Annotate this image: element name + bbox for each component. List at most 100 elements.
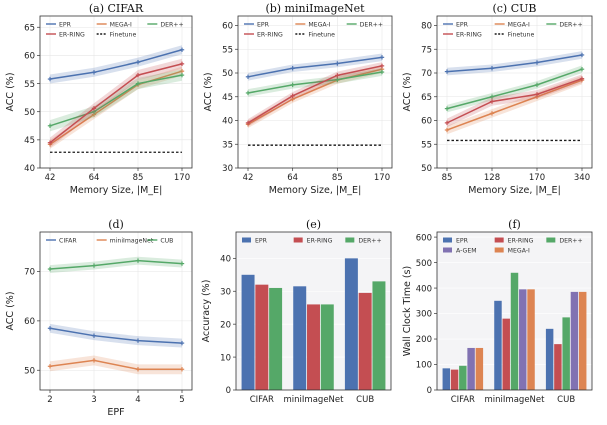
legend-label: miniImageNet [110,238,154,245]
series-cub [47,256,185,273]
legend-swatch [494,237,504,243]
y-axis-label: ACC (%) [203,72,214,111]
series-mega-i [47,66,185,149]
legend-label: DER++ [360,22,383,29]
legend-item: DER++ [546,237,583,245]
x-tick-label: 128 [484,173,500,183]
bar-epr [241,274,255,390]
legend-label: EPR [456,22,469,29]
series-er-ring [245,62,385,127]
y-tick-label: 50 [421,164,432,174]
y-tick-label: 55 [24,80,35,90]
series-line [49,74,183,127]
x-tick-label: 170 [374,173,390,183]
bar-der- [372,281,386,390]
plot-frame [436,231,593,391]
y-tick-label: 30 [222,164,233,174]
y-tick-label: 55 [222,45,233,55]
confidence-band [50,256,182,273]
x-tick-label: 42 [45,173,56,183]
y-tick-label: 10 [220,353,231,363]
x-tick-label: 64 [287,173,298,183]
bar-er-ring [502,318,510,390]
legend-swatch [546,237,556,243]
legend-swatch [242,237,251,243]
series-line [446,79,583,131]
bar-er-ring [554,344,562,390]
bar-epr [494,300,502,390]
bar-mega-i [578,291,587,390]
y-tick-label: 300 [416,310,432,320]
legend-swatch [443,247,452,253]
y-tick-label: 40 [24,164,35,174]
series-der- [444,65,585,113]
series-der- [245,68,385,97]
series-line [49,63,183,144]
legend-item: ER-RING [244,32,283,39]
legend-item: EPR [443,237,469,245]
bar-a-gem [570,291,579,390]
plot-frame [235,231,392,391]
series-miniimagenet [47,355,185,375]
legend-swatch [443,237,452,243]
legend-item: A-GEM [443,247,477,255]
legend-swatch [345,237,355,243]
line-chart-a: 40 45 50 55 60 65 42 64 85 170 (a) CIFAR ACC (%) Mem… [5,2,193,196]
y-tick-label: 30 [220,287,231,297]
y-tick-label: 60 [421,117,432,127]
x-tick-label: 85 [133,173,144,183]
series-er-ring [444,74,585,128]
legend-label: Finetune [508,32,535,39]
x-axis-label: EPF [107,407,124,418]
series-epr [47,45,185,84]
bar-epr [545,328,554,390]
legend-item: Finetune [295,32,335,39]
series-line [247,71,383,94]
legend-label: A-GEM [456,248,477,255]
panel-title: (f) [508,218,521,231]
series-line [247,56,383,78]
panel-title: (c) CUB [492,2,536,15]
confidence-band [248,65,382,129]
line-chart-c: 50 55 60 65 70 75 80 85 128 170 340 (c) CUB ACC (%) M… [402,2,593,196]
series-er-ring [47,58,185,148]
legend-label: CUB [160,238,173,245]
line-chart-d: 50 60 70 2 3 4 5 (d) ACC (%) EPF CIFAR miniImageNet… [5,218,193,418]
bar-chart-f: 0 100 200 300 400 500 600 CIFAR miniImageNet CUB (… [402,218,593,405]
y-tick-label: 55 [421,140,432,150]
legend-item: EPR [46,22,72,29]
bar-mega-i [475,347,484,390]
y-tick-label: 70 [24,268,35,278]
legend-label: MEGA-I [508,248,530,255]
x-tick-label: miniImageNet [284,395,345,405]
x-tick-label: CIFAR [250,395,274,405]
series-epr [245,53,385,81]
legend-swatch [494,247,504,253]
legend-item: CUB [147,238,173,245]
bar-epr [293,286,307,390]
y-axis-label: Wall Clock Time (s) [402,266,413,356]
series-line [49,49,183,80]
series-line [49,259,183,270]
bar-der- [269,287,283,390]
y-tick-label: 80 [421,22,432,32]
y-tick-label: 600 [416,233,432,243]
x-tick-label: 4 [135,395,140,405]
y-axis-label: ACC (%) [5,291,16,330]
series-cifar [47,323,185,348]
legend-label: ER-RING [257,32,283,39]
series-line [247,65,383,124]
series-line [49,359,182,371]
series-line [49,70,183,145]
series-epr [444,51,585,76]
x-tick-label: 42 [243,173,254,183]
bar-epr [344,258,358,390]
y-tick-label: 75 [421,45,432,55]
x-tick-label: 85 [442,173,453,183]
x-tick-label: 3 [91,395,96,405]
legend-label: Finetune [308,32,335,39]
legend-label: ER-RING [59,32,85,39]
y-tick-label: 35 [222,140,233,150]
y-tick-label: 100 [416,361,432,371]
